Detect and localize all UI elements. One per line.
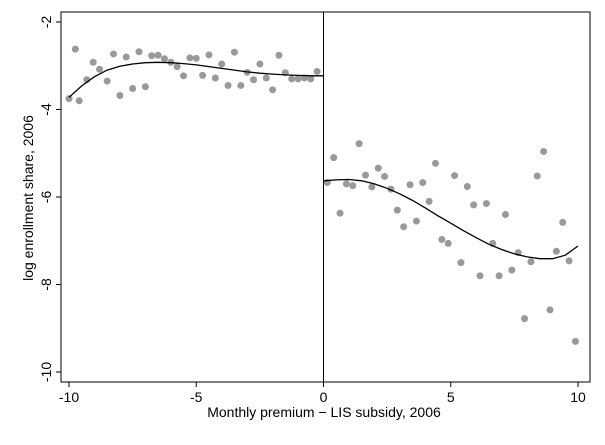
data-point: [476, 272, 484, 280]
data-point: [470, 201, 478, 209]
fit-line: [323, 178, 579, 260]
y-tick-label: -6: [38, 191, 54, 204]
data-point: [482, 200, 490, 208]
data-point: [406, 181, 414, 189]
data-point: [342, 180, 350, 188]
data-point: [275, 51, 283, 59]
data-point: [444, 239, 452, 247]
data-point: [269, 86, 277, 94]
data-point: [288, 75, 296, 83]
data-point: [419, 179, 427, 187]
data-point: [355, 140, 363, 148]
x-tick-label: 5: [447, 389, 455, 405]
data-point: [141, 83, 149, 91]
data-point: [71, 45, 79, 53]
data-point: [381, 172, 389, 180]
y-tick-label: -2: [38, 16, 54, 29]
data-point: [186, 54, 194, 62]
data-point: [122, 53, 130, 61]
data-point: [230, 48, 238, 56]
data-point: [148, 52, 156, 60]
data-point: [495, 272, 503, 280]
x-tick-label: 0: [320, 389, 328, 405]
data-point: [135, 48, 143, 56]
data-point: [425, 197, 433, 205]
data-point: [224, 81, 232, 89]
x-axis-label: Monthly premium − LIS subsidy, 2006: [207, 404, 441, 420]
data-point: [180, 72, 188, 80]
data-point: [508, 266, 516, 274]
data-point: [533, 172, 541, 180]
data-point: [89, 58, 97, 66]
data-point: [412, 217, 420, 225]
data-point: [313, 67, 321, 75]
data-point: [65, 95, 73, 103]
data-point: [431, 159, 439, 167]
data-point: [262, 74, 270, 82]
data-point: [154, 51, 162, 59]
data-point: [552, 247, 560, 255]
data-point: [250, 76, 258, 84]
data-point: [330, 154, 338, 162]
data-point: [110, 50, 118, 58]
x-tick-label: -5: [190, 389, 203, 405]
data-point: [374, 164, 382, 172]
data-point: [192, 54, 200, 62]
data-point: [75, 97, 83, 105]
data-point: [546, 306, 554, 314]
data-point: [349, 182, 357, 190]
data-point: [307, 75, 315, 83]
data-point: [565, 257, 573, 265]
data-point: [463, 183, 471, 190]
data-point: [368, 183, 376, 191]
plot-frame: [60, 11, 591, 383]
fit-line: [68, 61, 324, 98]
data-point: [527, 258, 535, 266]
data-point: [129, 85, 137, 92]
x-tick-label: 10: [570, 389, 586, 405]
data-point: [521, 315, 529, 323]
data-point: [571, 337, 579, 345]
data-point: [211, 74, 219, 82]
data-point: [205, 51, 213, 59]
data-point: [160, 55, 168, 63]
x-tick-label: -10: [59, 389, 79, 405]
data-point: [199, 71, 207, 79]
data-point: [96, 65, 104, 73]
y-axis-label: log enrollment share, 2006: [20, 115, 36, 281]
data-point: [438, 235, 446, 243]
data-point: [237, 81, 245, 89]
data-point: [218, 60, 226, 68]
data-point: [540, 148, 548, 155]
data-point: [501, 211, 509, 218]
data-point: [294, 75, 302, 83]
data-point: [336, 209, 344, 217]
data-point: [361, 171, 369, 179]
data-point: [116, 92, 124, 99]
data-point: [256, 60, 264, 68]
data-point: [103, 77, 111, 85]
data-point: [457, 259, 465, 267]
data-point: [173, 63, 181, 71]
y-tick-label: -10: [38, 362, 54, 382]
data-point: [559, 218, 567, 226]
y-tick-label: -4: [38, 103, 54, 116]
y-tick-label: -8: [38, 278, 54, 291]
data-point: [400, 223, 408, 231]
data-point: [451, 172, 459, 180]
data-point: [393, 206, 401, 214]
